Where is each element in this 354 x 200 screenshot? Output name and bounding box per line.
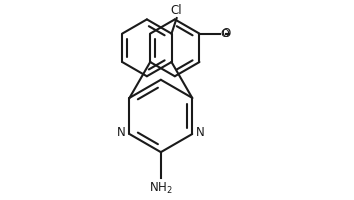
Text: NH$_2$: NH$_2$ [149, 181, 173, 196]
Text: O: O [221, 27, 231, 40]
Text: N: N [196, 126, 205, 139]
Text: Cl: Cl [171, 4, 183, 17]
Text: O: O [221, 29, 229, 39]
Text: N: N [117, 126, 126, 139]
